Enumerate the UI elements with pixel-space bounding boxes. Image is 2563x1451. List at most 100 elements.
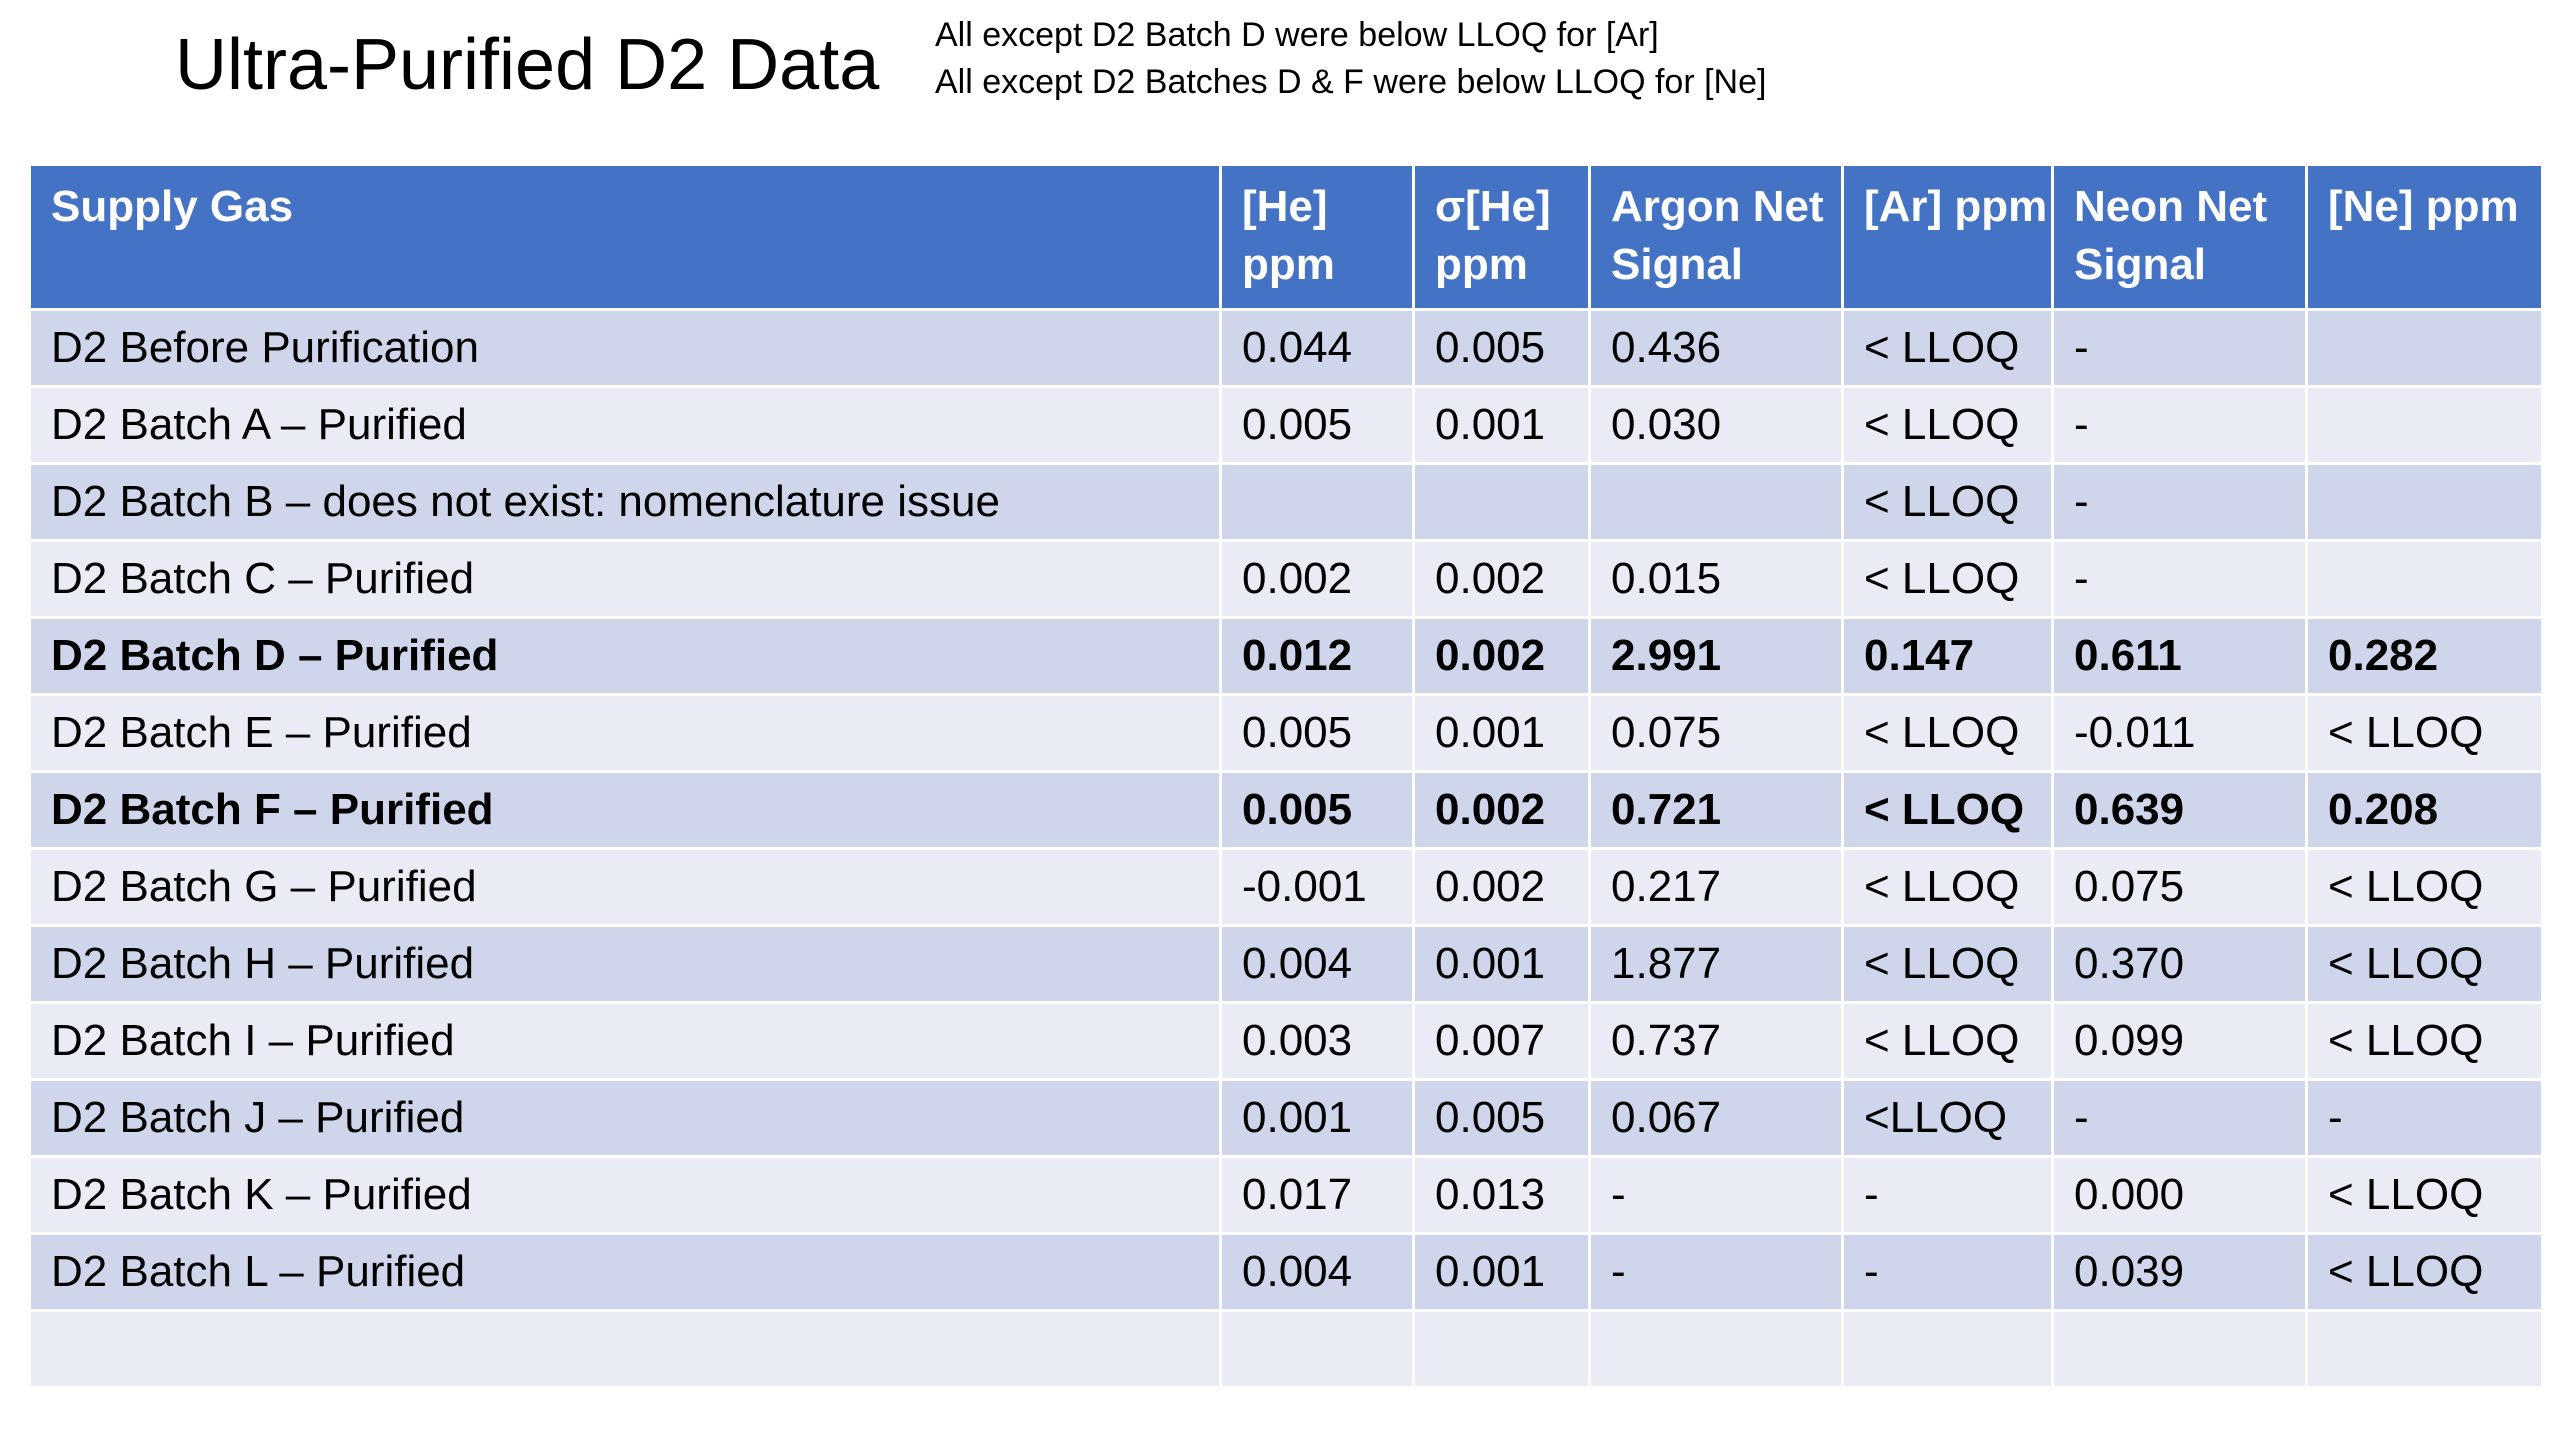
cell-ar-ppm: < LLOQ xyxy=(1841,770,2054,850)
header-he-ppm: [He] ppm xyxy=(1219,163,1415,311)
cell-he-ppm: 0.002 xyxy=(1219,539,1415,619)
cell-sigma-he-ppm: 0.002 xyxy=(1412,616,1591,696)
cell-ne-ppm: < LLOQ xyxy=(2305,847,2544,927)
cell-neon-net-signal: 0.075 xyxy=(2051,847,2308,927)
table-row: D2 Batch K – Purified 0.017 0.013- -0.000 < … xyxy=(28,1155,2544,1235)
notes: All except D2 Batch D were below LLOQ fo… xyxy=(935,12,1766,106)
note-ar: All except D2 Batch D were below LLOQ fo… xyxy=(935,16,1659,54)
cell-ne-ppm xyxy=(2305,308,2544,388)
cell-he-ppm: 0.005 xyxy=(1219,385,1415,465)
note-ne: All except D2 Batches D & F were below L… xyxy=(935,63,1767,101)
cell-sigma-he-ppm: 0.001 xyxy=(1412,385,1591,465)
cell-argon-net-signal: 2.991 xyxy=(1588,616,1844,696)
table-row: D2 Batch E – Purified 0.005 0.001 0.075 < LL… xyxy=(28,693,2544,773)
cell-sigma-he-ppm xyxy=(1412,1309,1591,1389)
cell-ne-ppm: < LLOQ xyxy=(2305,924,2544,1004)
cell-supply-gas: D2 Batch B – does not exist: nomenclatur… xyxy=(28,462,1222,542)
cell-supply-gas: D2 Batch L – Purified xyxy=(28,1232,1222,1312)
cell-ar-ppm: 0.147 xyxy=(1841,616,2054,696)
cell-he-ppm xyxy=(1219,462,1415,542)
cell-argon-net-signal: 0.030 xyxy=(1588,385,1844,465)
cell-supply-gas xyxy=(28,1309,1222,1389)
table-row: D2 Before Purification 0.044 0.005 0.436 < L… xyxy=(28,308,2544,388)
cell-ne-ppm xyxy=(2305,462,2544,542)
cell-he-ppm: 0.004 xyxy=(1219,924,1415,1004)
cell-neon-net-signal: 0.000 xyxy=(2051,1155,2308,1235)
cell-sigma-he-ppm: 0.005 xyxy=(1412,308,1591,388)
header-sigma-he-ppm: σ[He] ppm xyxy=(1412,163,1591,311)
cell-ar-ppm: < LLOQ xyxy=(1841,385,2054,465)
cell-neon-net-signal: 0.370 xyxy=(2051,924,2308,1004)
cell-supply-gas: D2 Batch I – Purified xyxy=(28,1001,1222,1081)
cell-ne-ppm: - xyxy=(2305,1078,2544,1158)
cell-ne-ppm: 0.208 xyxy=(2305,770,2544,850)
header-ne-ppm: [Ne] ppm xyxy=(2305,163,2544,311)
table-row: D2 Batch A – Purified 0.005 0.001 0.030 < LL… xyxy=(28,385,2544,465)
cell-supply-gas: D2 Batch C – Purified xyxy=(28,539,1222,619)
cell-he-ppm: 0.004 xyxy=(1219,1232,1415,1312)
cell-ne-ppm: < LLOQ xyxy=(2305,1155,2544,1235)
table-row: D2 Batch L – Purified 0.004 0.001- -0.039 < … xyxy=(28,1232,2544,1312)
cell-supply-gas: D2 Before Purification xyxy=(28,308,1222,388)
cell-supply-gas: D2 Batch A – Purified xyxy=(28,385,1222,465)
cell-ne-ppm xyxy=(2305,385,2544,465)
cell-sigma-he-ppm: 0.001 xyxy=(1412,1232,1591,1312)
cell-neon-net-signal: - xyxy=(2051,385,2308,465)
cell-he-ppm: 0.005 xyxy=(1219,693,1415,773)
cell-ne-ppm: < LLOQ xyxy=(2305,1001,2544,1081)
cell-argon-net-signal xyxy=(1588,462,1844,542)
cell-ne-ppm xyxy=(2305,539,2544,619)
cell-supply-gas: D2 Batch G – Purified xyxy=(28,847,1222,927)
cell-he-ppm: -0.001 xyxy=(1219,847,1415,927)
header-ar-ppm: [Ar] ppm xyxy=(1841,163,2054,311)
cell-ar-ppm: < LLOQ xyxy=(1841,924,2054,1004)
cell-supply-gas: D2 Batch F – Purified xyxy=(28,770,1222,850)
cell-he-ppm: 0.001 xyxy=(1219,1078,1415,1158)
cell-neon-net-signal: -0.011 xyxy=(2051,693,2308,773)
cell-argon-net-signal: 1.877 xyxy=(1588,924,1844,1004)
cell-supply-gas: D2 Batch E – Purified xyxy=(28,693,1222,773)
cell-sigma-he-ppm: 0.005 xyxy=(1412,1078,1591,1158)
cell-ne-ppm xyxy=(2305,1309,2544,1389)
cell-ar-ppm: - xyxy=(1841,1155,2054,1235)
cell-neon-net-signal: 0.611 xyxy=(2051,616,2308,696)
cell-ar-ppm: < LLOQ xyxy=(1841,539,2054,619)
table-row: D2 Batch F – Purified 0.005 0.002 0.721 < LL… xyxy=(28,770,2544,850)
data-table: Supply Gas [He] ppm σ[He] ppm Argon Net … xyxy=(28,163,2544,1389)
cell-argon-net-signal: - xyxy=(1588,1232,1844,1312)
cell-ne-ppm: 0.282 xyxy=(2305,616,2544,696)
cell-neon-net-signal: 0.039 xyxy=(2051,1232,2308,1312)
table-row xyxy=(28,1309,2544,1389)
cell-ar-ppm: < LLOQ xyxy=(1841,693,2054,773)
cell-argon-net-signal: 0.737 xyxy=(1588,1001,1844,1081)
table-row: D2 Batch B – does not exist: nomenclatur… xyxy=(28,462,2544,542)
cell-argon-net-signal: - xyxy=(1588,1155,1844,1235)
cell-he-ppm xyxy=(1219,1309,1415,1389)
cell-argon-net-signal: 0.436 xyxy=(1588,308,1844,388)
cell-supply-gas: D2 Batch D – Purified xyxy=(28,616,1222,696)
table-body: D2 Before Purification 0.044 0.005 0.436 < L… xyxy=(28,308,2544,1389)
cell-sigma-he-ppm: 0.002 xyxy=(1412,847,1591,927)
cell-sigma-he-ppm: 0.007 xyxy=(1412,1001,1591,1081)
header-row: Supply Gas [He] ppm σ[He] ppm Argon Net … xyxy=(28,163,2544,311)
cell-ar-ppm: < LLOQ xyxy=(1841,847,2054,927)
header-supply-gas: Supply Gas xyxy=(28,163,1222,311)
header-argon-net-signal: Argon Net Signal xyxy=(1588,163,1844,311)
cell-neon-net-signal: 0.099 xyxy=(2051,1001,2308,1081)
slide-title: Ultra-Purified D2 Data xyxy=(175,25,880,105)
cell-supply-gas: D2 Batch K – Purified xyxy=(28,1155,1222,1235)
table-row: D2 Batch D – Purified 0.012 0.002 2.991 0.14… xyxy=(28,616,2544,696)
cell-ne-ppm: < LLOQ xyxy=(2305,693,2544,773)
cell-ar-ppm: < LLOQ xyxy=(1841,308,2054,388)
cell-argon-net-signal: 0.015 xyxy=(1588,539,1844,619)
cell-argon-net-signal: 0.217 xyxy=(1588,847,1844,927)
cell-ar-ppm: < LLOQ xyxy=(1841,1001,2054,1081)
cell-neon-net-signal: - xyxy=(2051,462,2308,542)
table-row: D2 Batch H – Purified 0.004 0.001 1.877 < LL… xyxy=(28,924,2544,1004)
cell-neon-net-signal: - xyxy=(2051,308,2308,388)
header-neon-net-signal: Neon Net Signal xyxy=(2051,163,2308,311)
table-row: D2 Batch J – Purified 0.001 0.005 0.067 <LLO… xyxy=(28,1078,2544,1158)
cell-sigma-he-ppm xyxy=(1412,462,1591,542)
table-row: D2 Batch C – Purified 0.002 0.002 0.015 < LL… xyxy=(28,539,2544,619)
cell-ar-ppm: < LLOQ xyxy=(1841,462,2054,542)
